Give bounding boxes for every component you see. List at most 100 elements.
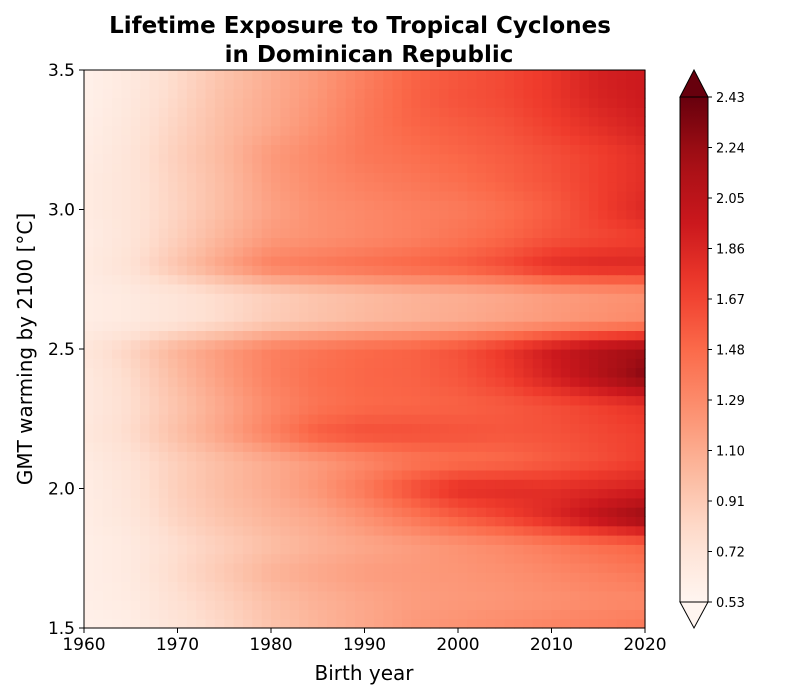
heatmap-cell [448, 386, 459, 397]
heatmap-cell [486, 590, 496, 601]
heatmap-cell [252, 423, 263, 434]
heatmap-cell [570, 544, 581, 555]
heatmap-cell [401, 79, 412, 90]
heatmap-cell [158, 497, 169, 508]
heatmap-cell [130, 442, 141, 452]
heatmap-cell [317, 562, 328, 573]
heatmap-cell [635, 163, 646, 173]
heatmap-cell [616, 469, 627, 480]
heatmap-cell [532, 125, 543, 136]
heatmap-cell [327, 600, 338, 610]
heatmap-cell [205, 218, 216, 229]
heatmap-cell [214, 572, 225, 583]
heatmap-cell [280, 507, 291, 517]
heatmap-cell [271, 283, 281, 294]
heatmap-cell [252, 153, 263, 164]
heatmap-cell [336, 311, 347, 322]
heatmap-cell [401, 618, 412, 629]
heatmap-cell [149, 553, 160, 564]
heatmap-cell [411, 404, 422, 415]
heatmap-cell [588, 209, 599, 220]
heatmap-cell [214, 330, 225, 341]
heatmap-cell [158, 256, 169, 266]
heatmap-cell [486, 97, 496, 108]
heatmap-cell [336, 479, 347, 490]
heatmap-cell [551, 70, 562, 80]
heatmap-cell [635, 590, 646, 601]
heatmap-cell [392, 274, 403, 285]
heatmap-cell [317, 358, 328, 369]
heatmap-cell [355, 349, 366, 359]
heatmap-cell [252, 469, 263, 480]
heatmap-cell [392, 442, 403, 452]
heatmap-cell [551, 181, 562, 192]
heatmap-cell [458, 339, 468, 350]
heatmap-cell [289, 544, 300, 555]
heatmap-cell [458, 516, 468, 527]
heatmap-cell [579, 376, 590, 387]
heatmap-cell [364, 376, 375, 387]
heatmap-cell [158, 246, 169, 257]
heatmap-cell [616, 218, 627, 229]
heatmap-cell [130, 535, 141, 545]
heatmap-cell [364, 181, 375, 192]
heatmap-cell [205, 562, 216, 573]
heatmap-cell [504, 107, 515, 118]
heatmap-cell [429, 423, 440, 434]
heatmap-cell [140, 181, 151, 192]
heatmap-cell [177, 386, 188, 397]
heatmap-cell [214, 237, 225, 248]
heatmap-cell [420, 116, 431, 127]
heatmap-cell [177, 367, 188, 378]
heatmap-cell [205, 302, 216, 313]
heatmap-cell [205, 488, 216, 499]
heatmap-cell [186, 283, 197, 294]
heatmap-cell [429, 414, 440, 424]
heatmap-cell [523, 237, 534, 248]
heatmap-cell [504, 311, 515, 322]
heatmap-cell [373, 618, 384, 629]
heatmap-cell [570, 451, 581, 462]
heatmap-cell [177, 163, 188, 173]
heatmap-cell [242, 497, 253, 508]
heatmap-cell [486, 181, 496, 192]
heatmap-cell [560, 97, 571, 108]
heatmap-cell [112, 358, 122, 369]
x-axis: 1960 1970 1980 1990 2000 2010 2020 [62, 628, 667, 655]
heatmap-cell [102, 451, 113, 462]
heatmap-cell [112, 507, 122, 517]
heatmap-cell [112, 469, 122, 480]
y-tick-label: 2.5 [48, 340, 75, 360]
heatmap-cell [336, 460, 347, 471]
heatmap-cell [514, 274, 525, 285]
heatmap-cell [579, 200, 590, 211]
heatmap-cell [242, 153, 253, 164]
heatmap-cell [345, 321, 356, 331]
heatmap-cell [467, 153, 478, 164]
heatmap-cell [242, 163, 253, 173]
heatmap-cell [588, 246, 599, 257]
heatmap-cell [383, 144, 394, 155]
heatmap-cell [495, 144, 506, 155]
heatmap-cell [616, 442, 627, 452]
heatmap-cell [392, 386, 403, 397]
heatmap-cell [177, 414, 188, 424]
heatmap-cell [130, 581, 141, 592]
heatmap-cell [336, 507, 347, 517]
heatmap-cell [364, 70, 375, 80]
heatmap-cell [579, 339, 590, 350]
heatmap-cell [214, 70, 225, 80]
heatmap-cell [551, 535, 562, 545]
heatmap-cell [542, 469, 553, 480]
heatmap-cell [149, 79, 160, 90]
heatmap-cell [289, 256, 300, 266]
heatmap-cell [579, 395, 590, 406]
heatmap-cell [439, 79, 450, 90]
heatmap-cell [224, 256, 235, 266]
heatmap-cell [392, 469, 403, 480]
heatmap-cell [102, 265, 113, 276]
heatmap-cell [121, 535, 132, 545]
heatmap-cell [598, 265, 609, 276]
heatmap-cell [345, 423, 356, 434]
heatmap-cell [168, 349, 179, 359]
